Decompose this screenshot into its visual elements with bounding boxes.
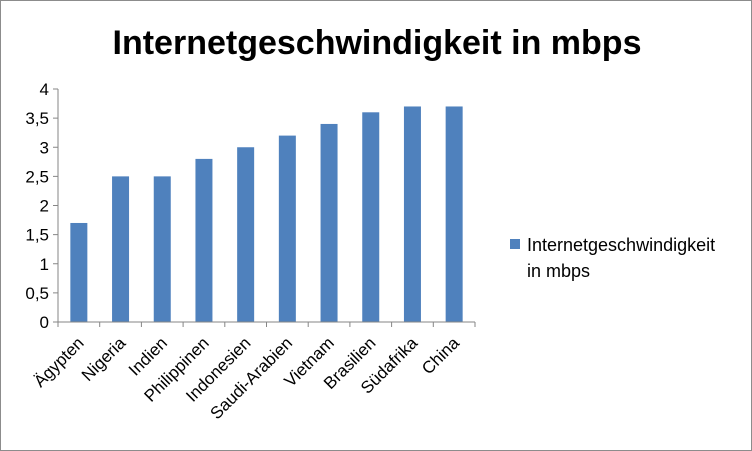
bar — [320, 123, 338, 322]
bar — [112, 176, 130, 322]
x-axis: ÄgyptenNigeriaIndienPhilippinenIndonesie… — [30, 321, 476, 423]
x-tick-label: Nigeria — [78, 333, 130, 385]
bars — [70, 106, 463, 322]
bar — [70, 222, 88, 322]
chart-title: Internetgeschwindigkeit in mbps — [113, 24, 642, 62]
bar — [195, 158, 213, 322]
bar — [445, 106, 463, 322]
bar — [237, 147, 255, 322]
bar — [153, 176, 171, 322]
y-tick-label: 2,5 — [25, 167, 49, 186]
legend-label: in mbps — [527, 261, 590, 281]
bar — [362, 112, 380, 322]
bar — [403, 106, 421, 322]
y-tick-label: 1,5 — [25, 226, 49, 245]
x-tick-label: China — [418, 333, 463, 378]
y-tick-label: 3,5 — [25, 109, 49, 128]
y-tick-label: 2 — [40, 197, 49, 216]
y-axis: 0 0,5 1 1,5 2 2,5 3 3,5 4 — [25, 80, 59, 332]
legend-swatch — [510, 239, 520, 249]
bar — [278, 135, 296, 322]
x-tick-label: Ägypten — [30, 333, 88, 391]
y-tick-label: 0,5 — [25, 284, 49, 303]
y-tick-label: 4 — [40, 80, 49, 99]
legend-label: Internetgeschwindigkeit — [527, 235, 715, 255]
y-tick-label: 0 — [40, 313, 49, 332]
legend: Internetgeschwindigkeit in mbps — [510, 235, 715, 281]
y-tick-label: 3 — [40, 138, 49, 157]
y-tick-label: 1 — [40, 255, 49, 274]
